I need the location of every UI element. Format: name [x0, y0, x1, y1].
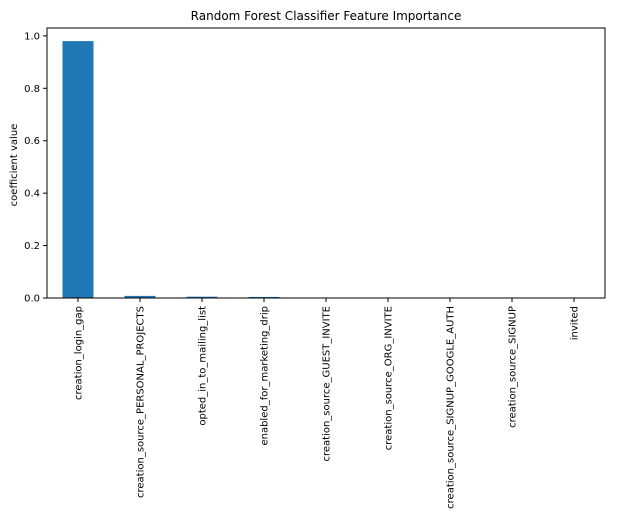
- bar-creation_login_gap: [62, 41, 94, 298]
- y-tick-label: 0.8: [24, 84, 40, 95]
- bar-enabled_for_marketing_drip: [248, 296, 280, 298]
- y-tick-label: 1.0: [24, 31, 40, 42]
- x-tick-label: opted_in_to_mailing_list: [198, 306, 209, 426]
- x-axis-ticks: creation_login_gap creation_source_PERSON…: [74, 298, 581, 509]
- x-tick-label: creation_source_ORG_INVITE: [384, 306, 395, 450]
- bar-creation_source_PERSONAL_PROJECTS: [124, 295, 156, 298]
- x-tick-label: creation_source_SIGNUP_GOOGLE_AUTH: [446, 306, 457, 509]
- x-tick-label: creation_source_GUEST_INVITE: [322, 306, 333, 462]
- bars: [62, 41, 590, 298]
- x-tick-label: creation_source_PERSONAL_PROJECTS: [136, 306, 147, 498]
- x-tick-label: creation_login_gap: [74, 306, 85, 400]
- y-axis-label: coefficient value: [9, 124, 20, 207]
- y-axis-ticks: 0.0 0.2 0.4 0.6 0.8 1.0: [24, 31, 47, 305]
- plot-frame: [46, 27, 606, 299]
- x-tick-label: invited: [570, 306, 581, 340]
- y-tick-label: 0.0: [24, 294, 40, 305]
- bar-opted_in_to_mailing_list: [186, 296, 218, 298]
- y-tick-label: 0.4: [24, 189, 40, 200]
- y-tick-label: 0.2: [24, 241, 40, 252]
- x-tick-label: enabled_for_marketing_drip: [260, 306, 271, 446]
- chart-title: Random Forest Classifier Feature Importa…: [191, 9, 462, 23]
- y-tick-label: 0.6: [24, 136, 40, 147]
- x-tick-label: creation_source_SIGNUP: [508, 306, 519, 428]
